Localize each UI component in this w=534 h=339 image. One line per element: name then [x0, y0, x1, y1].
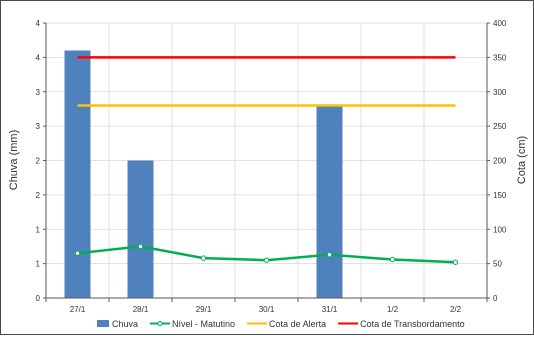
right-tick-label: 400: [493, 19, 507, 28]
left-tick-label: 1: [36, 260, 41, 269]
legend-label: Nível - Matutino: [172, 319, 235, 329]
right-axis-label: Cota (cm): [516, 136, 528, 184]
legend-item-chuva: Chuva: [97, 319, 138, 329]
point-n-vel-matutino: [137, 243, 144, 250]
left-tick-label: 4: [36, 19, 41, 28]
bar-27/1: [64, 50, 91, 298]
left-tick-label: 0: [36, 294, 41, 303]
x-tick-label: 2/2: [450, 305, 462, 314]
rain-bars: [64, 50, 343, 298]
left-axis-ticks: 0 1 1 2 2 3 3 4 4: [36, 19, 46, 303]
x-tick-label: 30/1: [259, 305, 275, 314]
legend-item-cota-de-transbordamento: Cota de Transbordamento: [338, 319, 465, 329]
x-tick-label: 29/1: [196, 305, 212, 314]
x-tick-label: 27/1: [70, 305, 86, 314]
legend: Chuva Nível - Matutino Cota de Alerta Cota …: [97, 319, 465, 329]
legend-swatch: [97, 320, 109, 327]
left-tick-label: 1: [36, 225, 41, 234]
grid-lines: [46, 22, 487, 298]
point-n-vel-matutino: [263, 257, 270, 263]
right-tick-label: 0: [493, 294, 498, 303]
legend-item-n-vel-matutino: Nível - Matutino: [150, 319, 235, 329]
legend-label: Chuva: [112, 319, 138, 329]
right-tick-label: 350: [493, 53, 507, 62]
point-n-vel-matutino: [452, 259, 459, 265]
right-tick-label: 250: [493, 122, 507, 131]
point-n-vel-matutino: [74, 250, 81, 257]
right-tick-label: 100: [493, 225, 507, 234]
x-axis-ticks: 27/1 28/1 29/1 30/1 31/1 1/2 2/2: [45, 298, 488, 314]
legend-item-cota-de-alerta: Cota de Alerta: [247, 319, 326, 329]
point-n-vel-matutino: [389, 256, 396, 263]
right-tick-label: 150: [493, 191, 507, 200]
line-series: [74, 56, 459, 265]
left-tick-label: 2: [36, 191, 41, 200]
legend-label: Cota de Transbordamento: [360, 319, 465, 329]
bar-28/1: [127, 160, 154, 298]
right-tick-label: 50: [493, 260, 502, 269]
right-tick-label: 300: [493, 88, 507, 97]
left-tick-label: 3: [36, 88, 41, 97]
point-n-vel-matutino: [200, 255, 207, 261]
legend-marker: [157, 321, 163, 326]
left-axis-label: Chuva (mm): [8, 130, 20, 191]
bar-31/1: [316, 105, 343, 298]
left-tick-label: 3: [36, 122, 41, 131]
left-tick-label: 4: [36, 53, 41, 62]
right-tick-label: 200: [493, 157, 507, 166]
right-axis-ticks: 0 50 100 150 200 250 300 350 400: [487, 19, 507, 303]
x-tick-label: 28/1: [133, 305, 149, 314]
point-n-vel-matutino: [326, 251, 333, 258]
x-tick-label: 31/1: [322, 305, 338, 314]
left-tick-label: 2: [36, 157, 41, 166]
x-tick-label: 1/2: [387, 305, 399, 314]
legend-label: Cota de Alerta: [269, 319, 326, 329]
